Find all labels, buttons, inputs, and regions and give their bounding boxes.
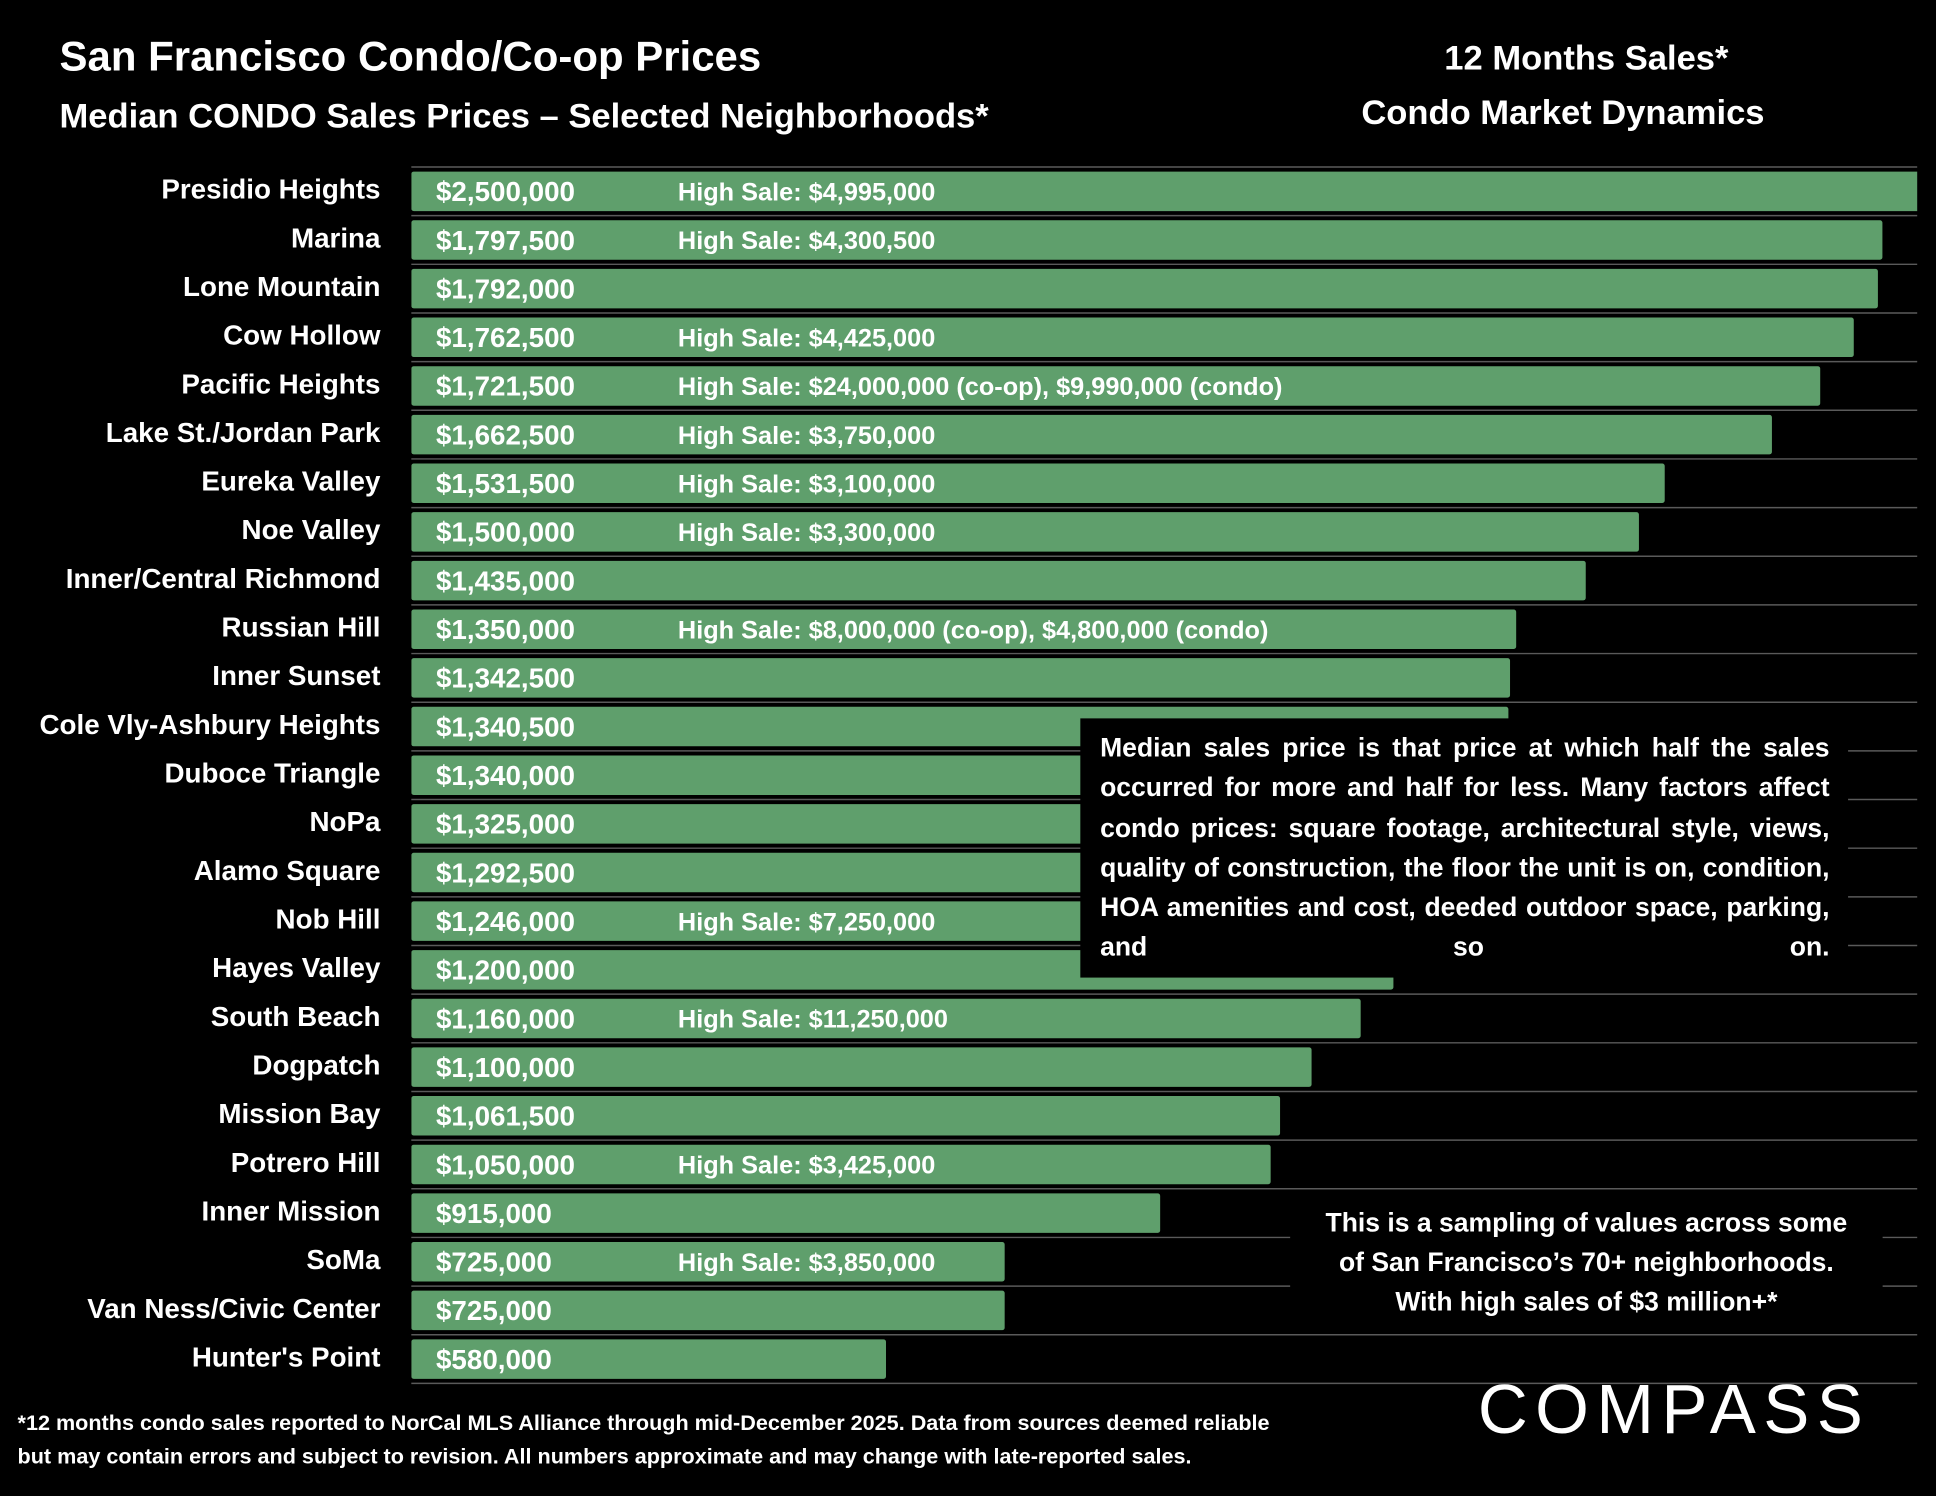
high-sale-label: High Sale: $11,250,000: [678, 1006, 948, 1034]
high-sale-label: High Sale: $4,425,000: [678, 324, 935, 352]
bar: [411, 1096, 1281, 1136]
bar: [411, 512, 1639, 552]
bar: [411, 366, 1821, 406]
value-label: $1,350,000: [436, 614, 575, 645]
category-label: NoPa: [309, 806, 381, 837]
value-label: $1,342,500: [436, 663, 575, 694]
category-label: South Beach: [211, 1001, 381, 1032]
chart-title: San Francisco Condo/Co-op Prices: [60, 32, 762, 79]
bar: [411, 658, 1511, 698]
bar: [411, 1144, 1271, 1185]
chart-subtitle: Median CONDO Sales Prices – Selected Nei…: [60, 98, 990, 136]
category-label: Nob Hill: [276, 904, 381, 935]
bar: [411, 268, 1878, 309]
category-label: Mission Bay: [218, 1098, 381, 1129]
category-label: Van Ness/Civic Center: [87, 1293, 380, 1324]
bar: [411, 998, 1361, 1039]
category-label: Alamo Square: [194, 855, 381, 886]
note-box: [1080, 718, 1849, 978]
value-label: $1,721,500: [436, 371, 575, 402]
value-label: $915,000: [436, 1198, 552, 1229]
category-label: Hayes Valley: [212, 952, 381, 983]
bar: [411, 414, 1772, 455]
logo: COMPASS: [1478, 1370, 1870, 1448]
category-label: SoMa: [306, 1244, 381, 1275]
category-label: Dogpatch: [252, 1049, 380, 1080]
category-label: Lone Mountain: [183, 271, 380, 302]
bar: [411, 1047, 1312, 1087]
bar: [411, 1242, 1005, 1282]
bar: [411, 171, 1918, 212]
note: Median sales price is that price at whic…: [1100, 733, 1830, 963]
sampling-box: [1290, 1194, 1883, 1329]
category-label: Noe Valley: [242, 514, 381, 545]
value-label: $1,531,500: [436, 468, 575, 499]
bar: [411, 609, 1517, 649]
category-label: Pacific Heights: [181, 368, 380, 399]
value-label: $1,340,500: [436, 711, 575, 742]
high-sale-label: High Sale: $8,000,000 (co-op), $4,800,00…: [678, 616, 1268, 644]
value-label: $1,762,500: [436, 322, 575, 353]
category-label: Russian Hill: [222, 612, 381, 643]
value-label: $1,061,500: [436, 1101, 575, 1132]
value-label: $1,246,000: [436, 906, 575, 937]
high-sale-label: High Sale: $3,100,000: [678, 470, 935, 498]
category-label: Presidio Heights: [161, 174, 380, 205]
category-label: Lake St./Jordan Park: [106, 417, 381, 448]
high-sale-label: High Sale: $24,000,000 (co-op), $9,990,0…: [678, 373, 1283, 401]
side-title: Condo Market Dynamics: [1361, 94, 1764, 132]
sampling-note: of San Francisco’s 70+ neighborhoods.: [1339, 1247, 1834, 1277]
high-sale-label: High Sale: $3,750,000: [678, 422, 935, 450]
value-label: $725,000: [436, 1295, 552, 1326]
sampling-note: This is a sampling of values across some: [1326, 1207, 1848, 1237]
bar: [411, 220, 1883, 260]
high-sale-label: High Sale: $7,250,000: [678, 908, 935, 936]
high-sale-label: High Sale: $4,995,000: [678, 178, 935, 206]
value-label: $1,160,000: [436, 1003, 575, 1034]
note-container: Median sales price is that price at whic…: [1100, 733, 1830, 963]
category-label: Cole Vly-Ashbury Heights: [39, 709, 380, 740]
value-label: $1,050,000: [436, 1149, 575, 1180]
category-label: Inner Mission: [201, 1195, 380, 1226]
bar: [411, 1290, 1005, 1331]
category-label: Inner Sunset: [212, 660, 380, 691]
value-label: $580,000: [436, 1344, 552, 1375]
value-label: $1,797,500: [436, 225, 575, 256]
category-label: Inner/Central Richmond: [66, 563, 381, 594]
value-label: $1,325,000: [436, 809, 575, 840]
high-sale-label: High Sale: $3,425,000: [678, 1152, 935, 1180]
value-label: $1,500,000: [436, 517, 575, 548]
high-sale-label: High Sale: $3,300,000: [678, 519, 935, 547]
bar: [411, 560, 1586, 601]
footnote: *12 months condo sales reported to NorCa…: [18, 1410, 1270, 1435]
high-sale-label: High Sale: $3,850,000: [678, 1249, 935, 1277]
footnote: but may contain errors and subject to re…: [18, 1443, 1192, 1468]
value-label: $1,662,500: [436, 419, 575, 450]
category-label: Marina: [291, 222, 381, 253]
value-label: $2,500,000: [436, 176, 575, 207]
bar: [411, 463, 1665, 504]
high-sale-label: High Sale: $4,300,500: [678, 227, 935, 255]
category-label: Hunter's Point: [192, 1341, 381, 1372]
category-label: Duboce Triangle: [164, 758, 380, 789]
value-label: $1,200,000: [436, 955, 575, 986]
category-label: Eureka Valley: [201, 466, 381, 497]
bar: [411, 1339, 886, 1379]
value-label: $1,435,000: [436, 565, 575, 596]
sampling-note: With high sales of $3 million+*: [1395, 1286, 1778, 1316]
value-label: $1,340,000: [436, 760, 575, 791]
value-label: $725,000: [436, 1247, 552, 1278]
bar: [411, 317, 1854, 358]
bar: [411, 1193, 1161, 1233]
value-label: $1,292,500: [436, 857, 575, 888]
side-title: 12 Months Sales*: [1444, 40, 1729, 78]
category-label: Cow Hollow: [223, 320, 381, 351]
value-label: $1,792,000: [436, 273, 575, 304]
value-label: $1,100,000: [436, 1052, 575, 1083]
category-label: Potrero Hill: [231, 1147, 381, 1178]
